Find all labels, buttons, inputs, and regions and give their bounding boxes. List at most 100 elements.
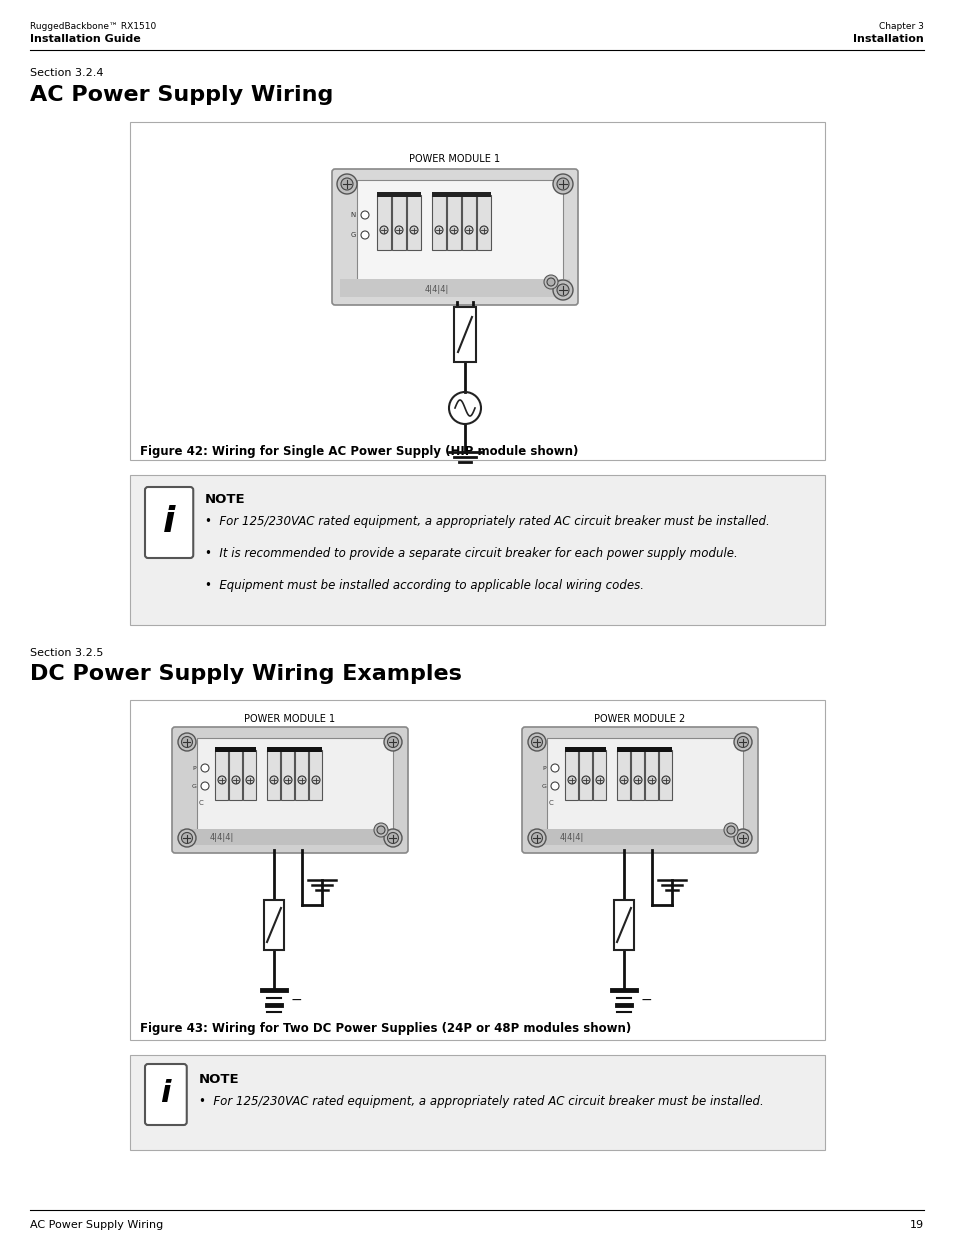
Text: RuggedBackbone™ RX1510: RuggedBackbone™ RX1510 bbox=[30, 22, 156, 31]
Circle shape bbox=[379, 226, 388, 233]
Circle shape bbox=[527, 829, 545, 847]
Bar bbox=[130, 1055, 824, 1150]
Bar bbox=[229, 750, 242, 800]
FancyBboxPatch shape bbox=[145, 487, 193, 558]
Text: AC Power Supply Wiring: AC Power Supply Wiring bbox=[30, 1220, 163, 1230]
Text: P: P bbox=[192, 766, 195, 771]
Circle shape bbox=[737, 736, 748, 747]
Circle shape bbox=[553, 280, 573, 300]
Bar bbox=[617, 747, 671, 752]
Circle shape bbox=[531, 832, 542, 844]
Circle shape bbox=[178, 829, 195, 847]
Bar bbox=[309, 750, 322, 800]
Text: POWER MODULE 2: POWER MODULE 2 bbox=[594, 714, 685, 724]
Circle shape bbox=[567, 776, 576, 784]
Text: •  For 125/230VAC rated equipment, a appropriately rated AC circuit breaker must: • For 125/230VAC rated equipment, a appr… bbox=[205, 515, 769, 529]
FancyBboxPatch shape bbox=[172, 727, 408, 853]
Circle shape bbox=[647, 776, 656, 784]
Bar bbox=[281, 750, 294, 800]
Circle shape bbox=[581, 776, 589, 784]
Circle shape bbox=[450, 226, 457, 233]
Text: G: G bbox=[541, 783, 546, 788]
Text: POWER MODULE 1: POWER MODULE 1 bbox=[244, 714, 335, 724]
Bar bbox=[214, 750, 228, 800]
Text: 4|4|4|: 4|4|4| bbox=[559, 834, 584, 842]
Text: Installation Guide: Installation Guide bbox=[30, 35, 141, 44]
Circle shape bbox=[384, 734, 401, 751]
Circle shape bbox=[178, 734, 195, 751]
Circle shape bbox=[733, 734, 751, 751]
Bar bbox=[130, 700, 824, 1040]
Circle shape bbox=[726, 826, 734, 834]
Text: Section 3.2.4: Section 3.2.4 bbox=[30, 68, 103, 78]
Bar bbox=[593, 750, 605, 800]
Text: •  It is recommended to provide a separate circuit breaker for each power supply: • It is recommended to provide a separat… bbox=[205, 547, 738, 559]
Circle shape bbox=[551, 782, 558, 790]
Circle shape bbox=[181, 832, 193, 844]
Circle shape bbox=[181, 736, 193, 747]
Circle shape bbox=[395, 226, 402, 233]
Circle shape bbox=[553, 174, 573, 194]
Circle shape bbox=[546, 278, 555, 287]
Bar bbox=[659, 750, 671, 800]
Bar bbox=[267, 747, 322, 752]
Circle shape bbox=[557, 178, 568, 190]
Bar bbox=[454, 308, 476, 362]
Bar bbox=[630, 750, 643, 800]
Text: Installation: Installation bbox=[852, 35, 923, 44]
Text: DC Power Supply Wiring Examples: DC Power Supply Wiring Examples bbox=[30, 664, 461, 684]
Text: •  Equipment must be installed according to applicable local wiring codes.: • Equipment must be installed according … bbox=[205, 579, 643, 592]
Text: 4|4|4|: 4|4|4| bbox=[424, 285, 449, 294]
Circle shape bbox=[360, 211, 369, 219]
Circle shape bbox=[374, 823, 388, 837]
Circle shape bbox=[284, 776, 292, 784]
Circle shape bbox=[218, 776, 226, 784]
Text: P: P bbox=[541, 766, 545, 771]
Text: G: G bbox=[192, 783, 196, 788]
Text: NOTE: NOTE bbox=[198, 1073, 239, 1086]
Bar bbox=[617, 750, 629, 800]
Circle shape bbox=[737, 832, 748, 844]
Circle shape bbox=[410, 226, 417, 233]
Bar bbox=[644, 750, 658, 800]
Circle shape bbox=[551, 764, 558, 772]
Bar bbox=[130, 475, 824, 625]
Text: −: − bbox=[291, 993, 302, 1007]
Circle shape bbox=[435, 226, 442, 233]
Bar bbox=[264, 900, 284, 950]
Circle shape bbox=[340, 178, 353, 190]
Bar bbox=[267, 750, 280, 800]
Bar bbox=[476, 195, 491, 249]
Bar bbox=[447, 195, 460, 249]
Text: C: C bbox=[199, 800, 204, 806]
Circle shape bbox=[733, 829, 751, 847]
Circle shape bbox=[661, 776, 669, 784]
Circle shape bbox=[232, 776, 240, 784]
Text: i: i bbox=[159, 1079, 170, 1109]
Text: 19: 19 bbox=[909, 1220, 923, 1230]
Bar bbox=[243, 750, 255, 800]
Bar bbox=[614, 900, 634, 950]
Bar bbox=[214, 747, 255, 752]
Bar bbox=[356, 180, 562, 294]
Bar bbox=[376, 195, 391, 249]
Circle shape bbox=[201, 764, 209, 772]
Circle shape bbox=[336, 174, 356, 194]
Bar bbox=[564, 750, 578, 800]
Bar bbox=[392, 195, 406, 249]
Text: −: − bbox=[640, 993, 652, 1007]
Bar bbox=[339, 279, 569, 296]
Text: Section 3.2.5: Section 3.2.5 bbox=[30, 648, 103, 658]
Circle shape bbox=[201, 782, 209, 790]
Bar bbox=[294, 750, 308, 800]
Text: C: C bbox=[548, 800, 553, 806]
Circle shape bbox=[387, 736, 398, 747]
Circle shape bbox=[464, 226, 473, 233]
Circle shape bbox=[297, 776, 306, 784]
Text: G: G bbox=[350, 232, 355, 238]
Bar bbox=[432, 195, 446, 249]
Circle shape bbox=[479, 226, 488, 233]
Circle shape bbox=[723, 823, 738, 837]
Circle shape bbox=[531, 736, 542, 747]
Bar bbox=[546, 739, 742, 842]
